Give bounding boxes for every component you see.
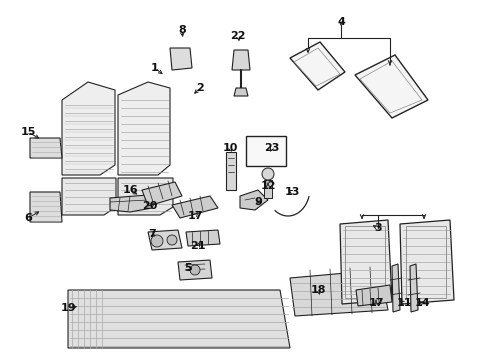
Polygon shape: [142, 182, 182, 206]
Circle shape: [262, 168, 273, 180]
Polygon shape: [264, 180, 271, 198]
Text: 19: 19: [60, 303, 76, 313]
Text: 23: 23: [264, 143, 279, 153]
Polygon shape: [355, 285, 391, 306]
Polygon shape: [185, 230, 220, 246]
Bar: [345, 226, 384, 298]
Polygon shape: [399, 220, 453, 304]
Polygon shape: [289, 270, 387, 316]
Polygon shape: [240, 190, 267, 210]
Polygon shape: [30, 192, 62, 222]
Polygon shape: [62, 82, 115, 175]
Polygon shape: [225, 152, 236, 190]
Polygon shape: [62, 178, 116, 215]
Polygon shape: [354, 55, 427, 118]
Circle shape: [151, 235, 163, 247]
Text: 18: 18: [309, 285, 325, 295]
Polygon shape: [110, 195, 152, 212]
Text: 15: 15: [20, 127, 36, 137]
Circle shape: [167, 235, 177, 245]
Polygon shape: [339, 220, 391, 304]
Text: 14: 14: [413, 298, 429, 308]
Text: 5: 5: [184, 263, 191, 273]
Text: 12: 12: [260, 181, 275, 191]
Polygon shape: [409, 264, 417, 312]
Text: 11: 11: [395, 298, 411, 308]
Polygon shape: [178, 260, 212, 280]
Polygon shape: [391, 264, 399, 312]
Polygon shape: [118, 82, 170, 175]
Text: 20: 20: [142, 201, 157, 211]
Polygon shape: [30, 138, 62, 158]
Bar: [245, 136, 285, 166]
Text: 9: 9: [254, 197, 262, 207]
Text: 7: 7: [148, 229, 156, 239]
Text: 16: 16: [122, 185, 138, 195]
Polygon shape: [172, 196, 218, 218]
Circle shape: [190, 265, 200, 275]
Polygon shape: [231, 50, 249, 70]
Text: 1: 1: [151, 63, 159, 73]
Text: 6: 6: [24, 213, 32, 223]
Polygon shape: [289, 42, 345, 90]
Text: 21: 21: [190, 241, 205, 251]
Polygon shape: [118, 178, 173, 215]
Text: 22: 22: [230, 31, 245, 41]
Polygon shape: [170, 48, 192, 70]
Polygon shape: [148, 230, 182, 250]
Text: 8: 8: [178, 25, 185, 35]
Text: 2: 2: [196, 83, 203, 93]
Text: 13: 13: [284, 187, 299, 197]
Polygon shape: [68, 290, 289, 348]
Bar: [405, 226, 445, 298]
Text: 4: 4: [336, 17, 344, 27]
Polygon shape: [234, 88, 247, 96]
Text: 17: 17: [187, 211, 203, 221]
Text: 3: 3: [373, 223, 381, 233]
Text: 17: 17: [367, 298, 383, 308]
Text: 10: 10: [222, 143, 237, 153]
